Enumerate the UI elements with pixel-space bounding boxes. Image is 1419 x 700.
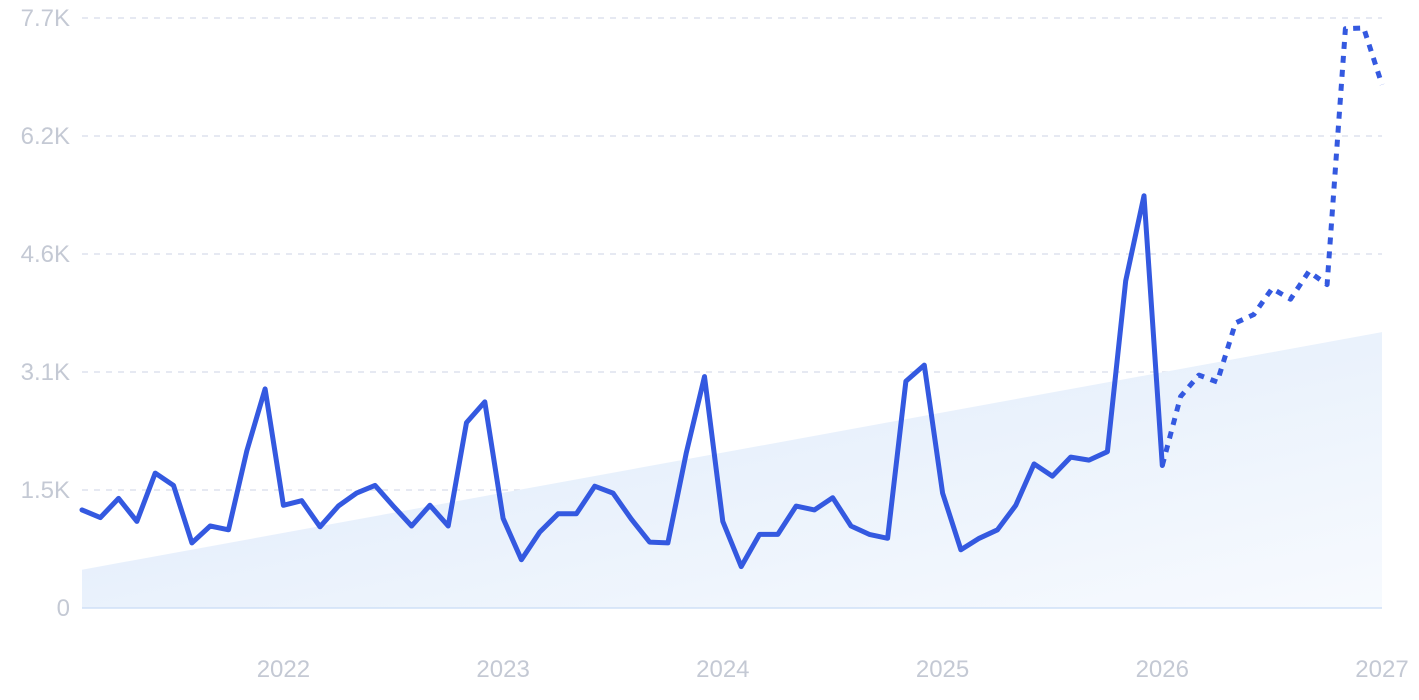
y-tick-label: 6.2K [21, 123, 70, 150]
forecast-series-line [1159, 25, 1385, 467]
y-tick-label: 7.7K [21, 5, 70, 32]
y-axis-ticks: 0 1.5K 3.1K 4.6K 6.2K 7.7K [21, 5, 70, 622]
x-tick-label: 2022 [257, 656, 310, 683]
y-tick-label: 1.5K [21, 477, 70, 504]
y-tick-label: 3.1K [21, 359, 70, 386]
line-layer [79, 25, 1385, 570]
x-tick-label: 2026 [1136, 656, 1189, 683]
x-tick-label: 2027 [1355, 656, 1408, 683]
series-line [79, 193, 1165, 570]
x-tick-label: 2023 [476, 656, 529, 683]
x-tick-label: 2025 [916, 656, 969, 683]
trend-area [82, 332, 1382, 608]
x-axis-ticks: 2022 2023 2024 2025 2026 2027 [257, 656, 1409, 683]
y-tick-label: 0 [57, 595, 70, 622]
y-tick-label: 4.6K [21, 241, 70, 268]
x-tick-label: 2024 [696, 656, 749, 683]
